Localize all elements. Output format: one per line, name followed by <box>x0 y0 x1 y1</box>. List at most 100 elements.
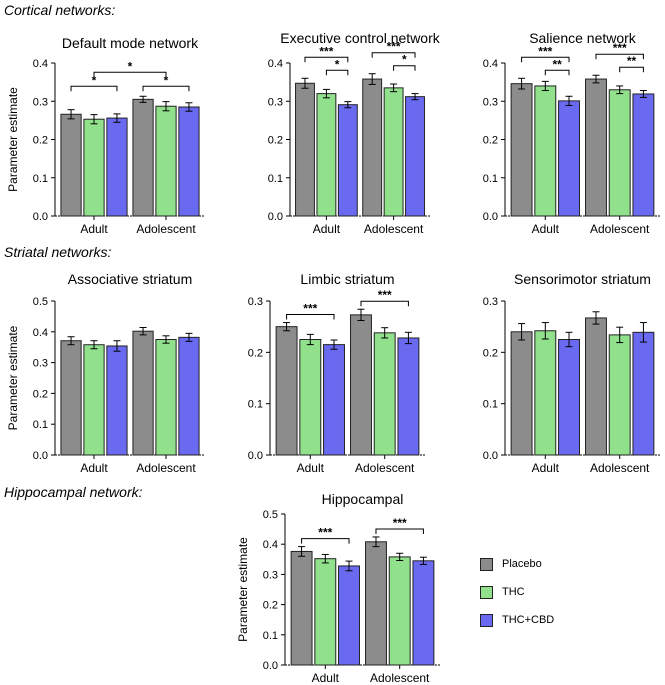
limbic-striatum-y-tick-label: 0.2 <box>248 347 263 359</box>
hippocampal-bar-placebo-adolescent <box>365 541 387 666</box>
associative-striatum-y-tick-label: 0.5 <box>33 296 48 308</box>
salience-network-bar-thc-cbd-adult <box>558 100 580 217</box>
limbic-striatum-bar-placebo-adult <box>275 326 298 456</box>
salience-network-significance-label: *** <box>538 44 552 58</box>
hippocampal-y-tick-label: 0.1 <box>263 630 278 642</box>
limbic-striatum-significance-bracket <box>360 300 409 307</box>
salience-network-bar-thc-adolescent <box>608 89 631 217</box>
hippocampal-title: Hippocampal <box>322 491 404 507</box>
executive-control-network-bar-placebo-adolescent <box>362 78 383 217</box>
hippocampal-x-label-adolescent: Adolescent <box>370 671 430 685</box>
limbic-striatum-x-label-adult: Adult <box>297 461 325 475</box>
limbic-striatum-title: Limbic striatum <box>300 271 394 287</box>
hippocampal-y-tick-label: 0.2 <box>263 600 278 612</box>
hippocampal-y-tick-label: 0.0 <box>263 660 278 672</box>
legend-item-placebo: Placebo <box>480 550 554 578</box>
salience-network-title: Salience network <box>529 30 637 46</box>
associative-striatum-bar-thc-adult <box>83 344 105 456</box>
salience-network-x-label-adult: Adult <box>532 222 560 236</box>
salience-network-significance-label: ** <box>627 54 637 68</box>
limbic-striatum-bar-placebo-adolescent <box>350 314 372 456</box>
executive-control-network-y-tick-label: 0.1 <box>268 173 283 185</box>
associative-striatum-y-tick-label: 0.4 <box>33 327 48 339</box>
sensorimotor-striatum-x-label-adult: Adult <box>532 461 560 475</box>
salience-network-bar-placebo-adolescent <box>585 78 607 217</box>
default-mode-network-y-tick-label: 0.0 <box>33 211 48 223</box>
salience-network-significance-label: *** <box>613 41 627 55</box>
default-mode-network-bar-thc-adolescent <box>155 105 177 217</box>
executive-control-network-y-tick-label: 0.4 <box>268 58 283 70</box>
default-mode-network-bar-thc-adult <box>83 118 105 217</box>
hippocampal-y-tick-label: 0.3 <box>263 569 278 581</box>
legend-swatch-placebo <box>480 557 493 571</box>
associative-striatum-y-tick-label: 0.0 <box>33 450 48 462</box>
executive-control-network-significance-label: * <box>402 53 407 67</box>
legend-label-thc-cbd: THC+CBD <box>502 614 555 626</box>
hippocampal-y-tick-label: 0.4 <box>263 539 278 551</box>
default-mode-network-significance-bracket <box>70 85 118 92</box>
associative-striatum-bar-placebo-adult <box>60 340 82 456</box>
hippocampal-bar-thc-cbd-adult <box>338 565 360 666</box>
executive-control-network-bar-placebo-adult <box>295 82 315 217</box>
salience-network-significance-label: ** <box>552 57 562 71</box>
associative-striatum-y-tick-label: 0.2 <box>33 388 48 400</box>
limbic-striatum-y-tick-label: 0.3 <box>248 296 263 308</box>
default-mode-network-title: Default mode network <box>62 35 199 51</box>
limbic-striatum-y-tick-label: 0.0 <box>248 450 263 462</box>
default-mode-network-significance-bracket <box>142 85 190 92</box>
executive-control-network-bar-thc-cbd-adolescent <box>405 96 425 217</box>
section-label-hippocampal: Hippocampal network: <box>4 484 143 500</box>
hippocampal-bar-thc-cbd-adolescent <box>412 560 435 666</box>
salience-network-y-tick-label: 0.3 <box>483 96 498 108</box>
hippocampal-significance-label: *** <box>318 526 332 540</box>
salience-network-bar-placebo-adult <box>510 83 533 217</box>
sensorimotor-striatum-bar-thc-cbd-adolescent <box>632 331 655 456</box>
salience-network-bar-thc-cbd-adolescent <box>632 93 655 217</box>
associative-striatum-y-tick-label: 0.3 <box>33 358 48 370</box>
legend: Placebo THC THC+CBD <box>480 550 554 634</box>
associative-striatum-y-label: Parameter estimate <box>6 325 20 430</box>
sensorimotor-striatum-y-tick-label: 0.0 <box>483 450 498 462</box>
default-mode-network-y-label: Parameter estimate <box>6 87 20 192</box>
executive-control-network-significance-label: *** <box>319 44 333 58</box>
default-mode-network-x-label-adolescent: Adolescent <box>136 222 196 236</box>
executive-control-network-significance-bracket <box>371 52 416 58</box>
executive-control-network-significance-label: *** <box>387 40 401 54</box>
sensorimotor-striatum-bar-placebo-adolescent <box>585 317 607 456</box>
limbic-striatum-bar-thc-cbd-adolescent <box>397 337 420 456</box>
sensorimotor-striatum-bar-thc-cbd-adult <box>558 339 580 456</box>
legend-swatch-thc <box>480 585 493 599</box>
salience-network-significance-bracket <box>619 66 644 73</box>
sensorimotor-striatum-bar-thc-adolescent <box>608 334 631 456</box>
executive-control-network-bar-thc-adult <box>316 93 337 217</box>
default-mode-network-x-label-adult: Adult <box>80 222 108 236</box>
legend-item-thc-cbd: THC+CBD <box>480 606 554 634</box>
executive-control-network-bar-thc-adolescent <box>383 87 404 217</box>
section-label-cortical: Cortical networks: <box>4 2 116 18</box>
salience-network-y-tick-label: 0.2 <box>483 135 498 147</box>
limbic-striatum-bar-thc-cbd-adult <box>323 344 345 456</box>
hippocampal-bar-thc-adolescent <box>388 556 411 666</box>
default-mode-network-y-tick-label: 0.1 <box>33 173 48 185</box>
hippocampal-significance-label: *** <box>393 516 407 530</box>
limbic-striatum-y-tick-label: 0.1 <box>248 399 263 411</box>
limbic-striatum-bar-thc-adolescent <box>373 332 396 456</box>
limbic-striatum-x-label-adolescent: Adolescent <box>355 461 415 475</box>
default-mode-network-bar-placebo-adolescent <box>132 98 154 217</box>
salience-network-bar-thc-adult <box>534 85 557 217</box>
associative-striatum-bar-thc-adolescent <box>155 339 177 456</box>
executive-control-network-significance-bracket <box>325 69 349 76</box>
executive-control-network-title: Executive control network <box>280 30 441 46</box>
associative-striatum-title: Associative striatum <box>68 271 192 287</box>
hippocampal-x-label-adult: Adult <box>312 671 340 685</box>
sensorimotor-striatum-y-tick-label: 0.3 <box>483 296 498 308</box>
default-mode-network-bar-placebo-adult <box>60 113 82 217</box>
limbic-striatum-significance-bracket <box>286 314 335 320</box>
associative-striatum-x-label-adult: Adult <box>80 461 108 475</box>
associative-striatum-bar-thc-cbd-adult <box>106 345 128 456</box>
executive-control-network-y-tick-label: 0.3 <box>268 96 283 108</box>
salience-network-y-tick-label: 0.4 <box>483 58 498 70</box>
legend-swatch-thc-cbd <box>480 613 493 627</box>
default-mode-network-significance-label: * <box>164 73 169 87</box>
default-mode-network-bar-thc-cbd-adult <box>106 117 128 217</box>
